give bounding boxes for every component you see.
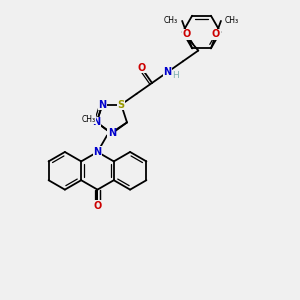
Text: O: O [93,201,102,211]
Text: N: N [92,117,101,128]
Text: N: N [98,100,106,110]
Text: N: N [93,147,102,157]
Text: H: H [172,70,179,80]
Text: O: O [137,62,145,73]
Text: O: O [212,29,220,39]
Text: S: S [118,100,125,110]
Text: CH₃: CH₃ [225,16,239,26]
Text: O: O [183,29,191,39]
Text: N: N [108,128,116,139]
Text: CH₃: CH₃ [82,115,96,124]
Text: CH₃: CH₃ [164,16,178,26]
Text: N: N [164,67,172,77]
